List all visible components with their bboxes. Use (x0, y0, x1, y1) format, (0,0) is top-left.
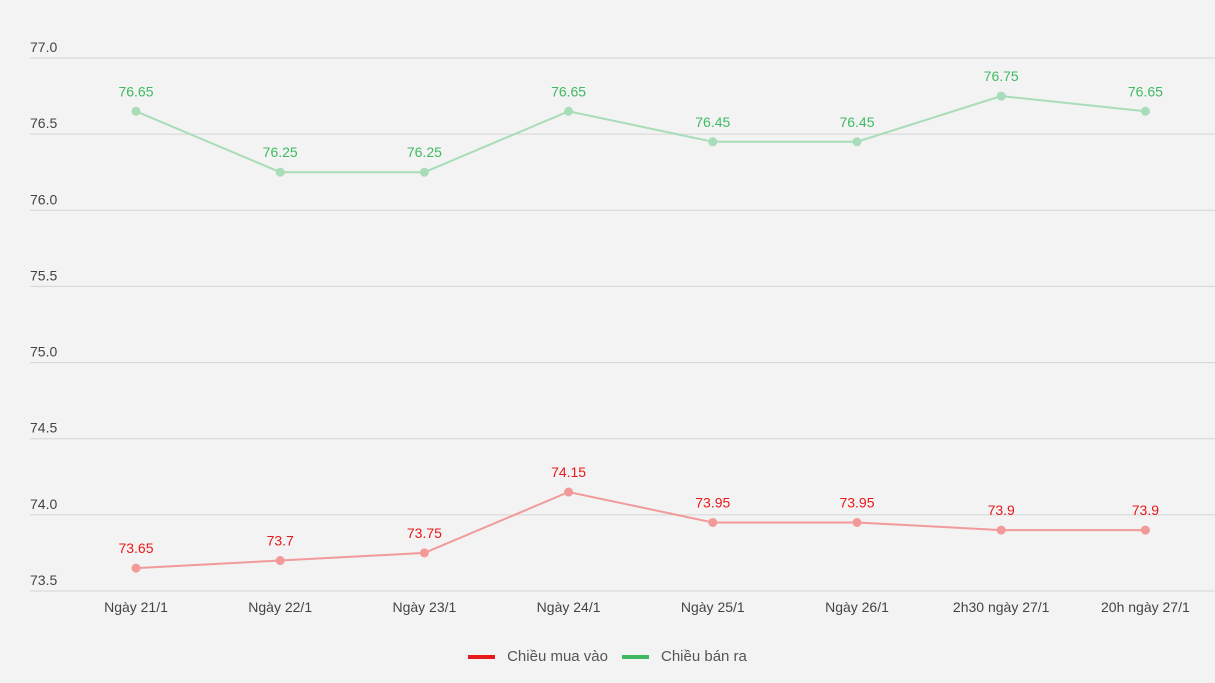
data-label: 73.75 (407, 525, 442, 541)
legend-swatch-buy (468, 654, 496, 659)
data-point (708, 137, 718, 147)
data-point (419, 548, 429, 558)
series-line-sell (135, 95, 1146, 174)
data-point (1140, 106, 1150, 116)
data-label: 76.45 (695, 114, 730, 130)
legend-label-sell: Chiều bán ra (661, 648, 747, 665)
data-point (131, 563, 141, 573)
x-tick-label: Ngày 25/1 (681, 599, 745, 615)
legend-label-buy: Chiều mua vào (507, 648, 608, 665)
data-point (564, 487, 574, 497)
data-label: 73.9 (1132, 502, 1159, 518)
data-point (131, 106, 141, 116)
data-label: 76.65 (118, 83, 153, 99)
legend: Chiều mua vào Chiều bán ra (0, 648, 1215, 665)
data-label: 73.95 (695, 494, 730, 510)
data-label: 76.75 (984, 68, 1019, 84)
data-point (419, 167, 429, 177)
data-point (275, 167, 285, 177)
data-point (275, 556, 285, 566)
x-tick-label: Ngày 26/1 (825, 599, 889, 615)
x-tick-label: Ngày 24/1 (537, 599, 601, 615)
x-tick-label: Ngày 21/1 (104, 599, 168, 615)
legend-item-buy[interactable]: Chiều mua vào (468, 648, 608, 665)
y-tick-label: 74.5 (30, 420, 57, 436)
data-label: 73.65 (118, 540, 153, 556)
legend-swatch-sell (622, 654, 649, 659)
data-label: 76.25 (263, 144, 298, 160)
x-tick-label: Ngày 23/1 (392, 599, 456, 615)
data-point (1140, 525, 1150, 535)
y-tick-label: 77.0 (30, 39, 57, 55)
data-point (708, 517, 718, 527)
y-tick-label: 76.0 (30, 191, 57, 207)
data-label: 76.65 (1128, 83, 1163, 99)
y-tick-label: 75.5 (30, 267, 57, 283)
x-tick-label: 20h ngày 27/1 (1101, 599, 1190, 615)
data-label: 74.15 (551, 464, 586, 480)
x-tick-label: 2h30 ngày 27/1 (953, 599, 1050, 615)
data-label: 73.95 (839, 494, 874, 510)
data-point (996, 525, 1006, 535)
data-label: 76.65 (551, 83, 586, 99)
legend-item-sell[interactable]: Chiều bán ra (622, 648, 747, 665)
data-label: 76.45 (839, 114, 874, 130)
data-point (852, 137, 862, 147)
y-tick-label: 73.5 (30, 572, 57, 588)
series-line-buy (135, 490, 1146, 570)
y-tick-label: 74.0 (30, 496, 57, 512)
line-chart: 73.5 74.0 74.5 75.0 75.5 76.0 76.5 77.0 Ngày 21/… (30, 39, 1215, 615)
data-point (996, 91, 1006, 101)
data-label: 73.7 (267, 533, 294, 549)
x-tick-label: Ngày 22/1 (248, 599, 312, 615)
data-label: 76.25 (407, 144, 442, 160)
y-tick-label: 76.5 (30, 115, 57, 131)
y-tick-label: 75.0 (30, 344, 57, 360)
data-label: 73.9 (988, 502, 1015, 518)
data-point (852, 517, 862, 527)
data-point (564, 106, 574, 116)
